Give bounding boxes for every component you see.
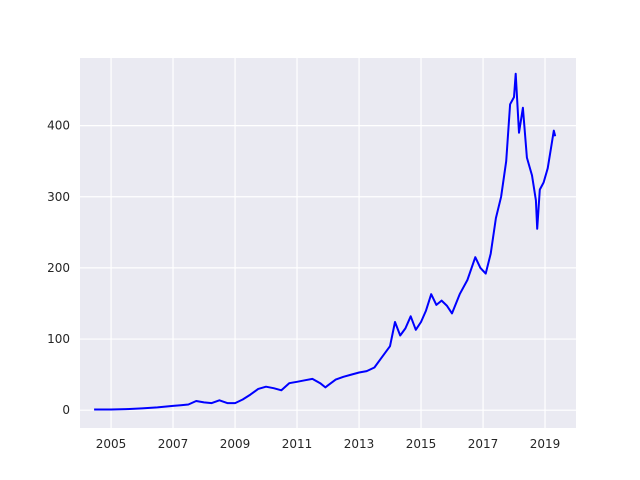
y-tick-label: 100	[47, 332, 70, 346]
grid	[80, 58, 576, 428]
series-line	[94, 72, 557, 411]
series-layer	[94, 72, 557, 411]
x-tick-label: 2013	[344, 437, 375, 451]
y-tick-label: 300	[47, 190, 70, 204]
x-tick-label: 2007	[158, 437, 189, 451]
x-axis: 2005 2007 2009 2011 2013 2015 2017 2019	[96, 437, 561, 451]
y-tick-label: 400	[47, 119, 70, 133]
x-tick-label: 2019	[530, 437, 561, 451]
y-tick-label: 0	[62, 403, 70, 417]
x-tick-label: 2017	[468, 437, 499, 451]
x-tick-label: 2009	[220, 437, 251, 451]
y-axis: 0 100 200 300 400	[47, 119, 70, 418]
x-tick-label: 2015	[406, 437, 437, 451]
x-tick-label: 2011	[282, 437, 313, 451]
plot-area-background	[80, 58, 576, 428]
y-tick-label: 200	[47, 261, 70, 275]
x-tick-label: 2005	[96, 437, 127, 451]
